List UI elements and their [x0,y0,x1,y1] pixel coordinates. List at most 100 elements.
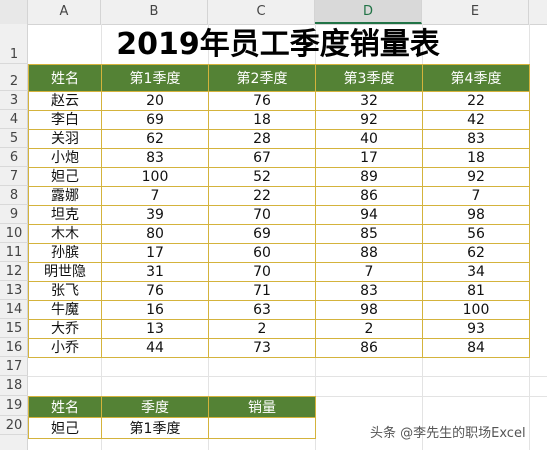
row-header[interactable]: 5 [0,129,28,148]
cell[interactable]: 2 [208,319,316,339]
cell[interactable]: 69 [208,224,316,244]
cell[interactable]: 62 [422,243,530,263]
cell[interactable]: 92 [422,167,530,187]
cell[interactable]: 28 [208,129,316,149]
row-header[interactable]: 16 [0,338,28,357]
cell[interactable]: 70 [208,262,316,282]
cell[interactable]: 赵云 [28,91,102,111]
row-header[interactable]: 20 [0,416,28,435]
cell[interactable]: 13 [101,319,209,339]
lookup-header-sales[interactable]: 销量 [208,396,316,418]
cell[interactable]: 85 [315,224,423,244]
lookup-header-name[interactable]: 姓名 [28,396,102,418]
cell[interactable]: 67 [208,148,316,168]
cell[interactable]: 大乔 [28,319,102,339]
cell[interactable]: 80 [101,224,209,244]
header-cell-name[interactable]: 姓名 [28,64,102,92]
row-header[interactable]: 8 [0,186,28,205]
cell[interactable]: 17 [101,243,209,263]
row-header[interactable]: 11 [0,243,28,262]
cell[interactable]: 63 [208,300,316,320]
cell[interactable]: 76 [208,91,316,111]
cell[interactable]: 70 [208,205,316,225]
cell[interactable]: 98 [315,300,423,320]
cell[interactable]: 88 [315,243,423,263]
row-header[interactable]: 6 [0,148,28,167]
column-header-a[interactable]: A [28,0,101,24]
row-header[interactable]: 15 [0,319,28,338]
row-header[interactable]: 13 [0,281,28,300]
cell[interactable]: 83 [315,281,423,301]
cell[interactable]: 52 [208,167,316,187]
header-cell-q4[interactable]: 第4季度 [422,64,530,92]
select-all-corner[interactable] [0,0,28,24]
sheet-title[interactable]: 2019年员工季度销量表 [116,27,440,62]
cell[interactable]: 关羽 [28,129,102,149]
cell[interactable]: 76 [101,281,209,301]
lookup-sales-cell[interactable] [208,417,316,439]
cell[interactable]: 孙膑 [28,243,102,263]
cell[interactable]: 31 [101,262,209,282]
row-header[interactable]: 7 [0,167,28,186]
cell[interactable]: 39 [101,205,209,225]
cell[interactable]: 60 [208,243,316,263]
cell[interactable]: 木木 [28,224,102,244]
cell[interactable]: 100 [422,300,530,320]
cell[interactable]: 18 [208,110,316,130]
row-header[interactable]: 18 [0,376,28,396]
cell[interactable]: 张飞 [28,281,102,301]
row-header[interactable]: 3 [0,91,28,110]
cell[interactable]: 坦克 [28,205,102,225]
lookup-header-quarter[interactable]: 季度 [101,396,209,418]
cell[interactable]: 20 [101,91,209,111]
cell[interactable]: 83 [101,148,209,168]
row-header[interactable]: 9 [0,205,28,224]
cell[interactable]: 93 [422,319,530,339]
cell[interactable]: 小炮 [28,148,102,168]
cell[interactable]: 7 [315,262,423,282]
cell[interactable]: 92 [315,110,423,130]
row-header[interactable]: 19 [0,396,28,416]
cell[interactable]: 明世隐 [28,262,102,282]
cell[interactable]: 86 [315,186,423,206]
row-header[interactable]: 14 [0,300,28,319]
cell[interactable]: 17 [315,148,423,168]
row-header[interactable]: 17 [0,357,28,376]
header-cell-q1[interactable]: 第1季度 [101,64,209,92]
cell[interactable]: 98 [422,205,530,225]
cell[interactable]: 42 [422,110,530,130]
cell[interactable]: 73 [208,338,316,358]
cell[interactable]: 89 [315,167,423,187]
row-header[interactable]: 2 [0,64,28,91]
cell[interactable]: 22 [422,91,530,111]
cell[interactable]: 84 [422,338,530,358]
row-header[interactable]: 1 [0,24,28,64]
cell[interactable]: 94 [315,205,423,225]
cell[interactable]: 62 [101,129,209,149]
cell[interactable]: 露娜 [28,186,102,206]
cell[interactable]: 牛魔 [28,300,102,320]
cell[interactable]: 小乔 [28,338,102,358]
row-header[interactable]: 10 [0,224,28,243]
cell[interactable]: 56 [422,224,530,244]
lookup-name-cell[interactable]: 妲己 [28,417,102,439]
cell[interactable]: 22 [208,186,316,206]
cell[interactable]: 32 [315,91,423,111]
column-header-b[interactable]: B [101,0,208,24]
cell[interactable]: 李白 [28,110,102,130]
cell[interactable]: 16 [101,300,209,320]
column-header-d[interactable]: D [315,0,422,24]
column-header-c[interactable]: C [208,0,315,24]
cell[interactable]: 40 [315,129,423,149]
cell[interactable]: 妲己 [28,167,102,187]
cell[interactable]: 81 [422,281,530,301]
cell[interactable]: 44 [101,338,209,358]
cell[interactable]: 83 [422,129,530,149]
cell[interactable]: 7 [422,186,530,206]
cell[interactable]: 86 [315,338,423,358]
cell[interactable]: 2 [315,319,423,339]
cell[interactable]: 18 [422,148,530,168]
column-header-e[interactable]: E [422,0,529,24]
cell[interactable]: 7 [101,186,209,206]
cell[interactable]: 100 [101,167,209,187]
